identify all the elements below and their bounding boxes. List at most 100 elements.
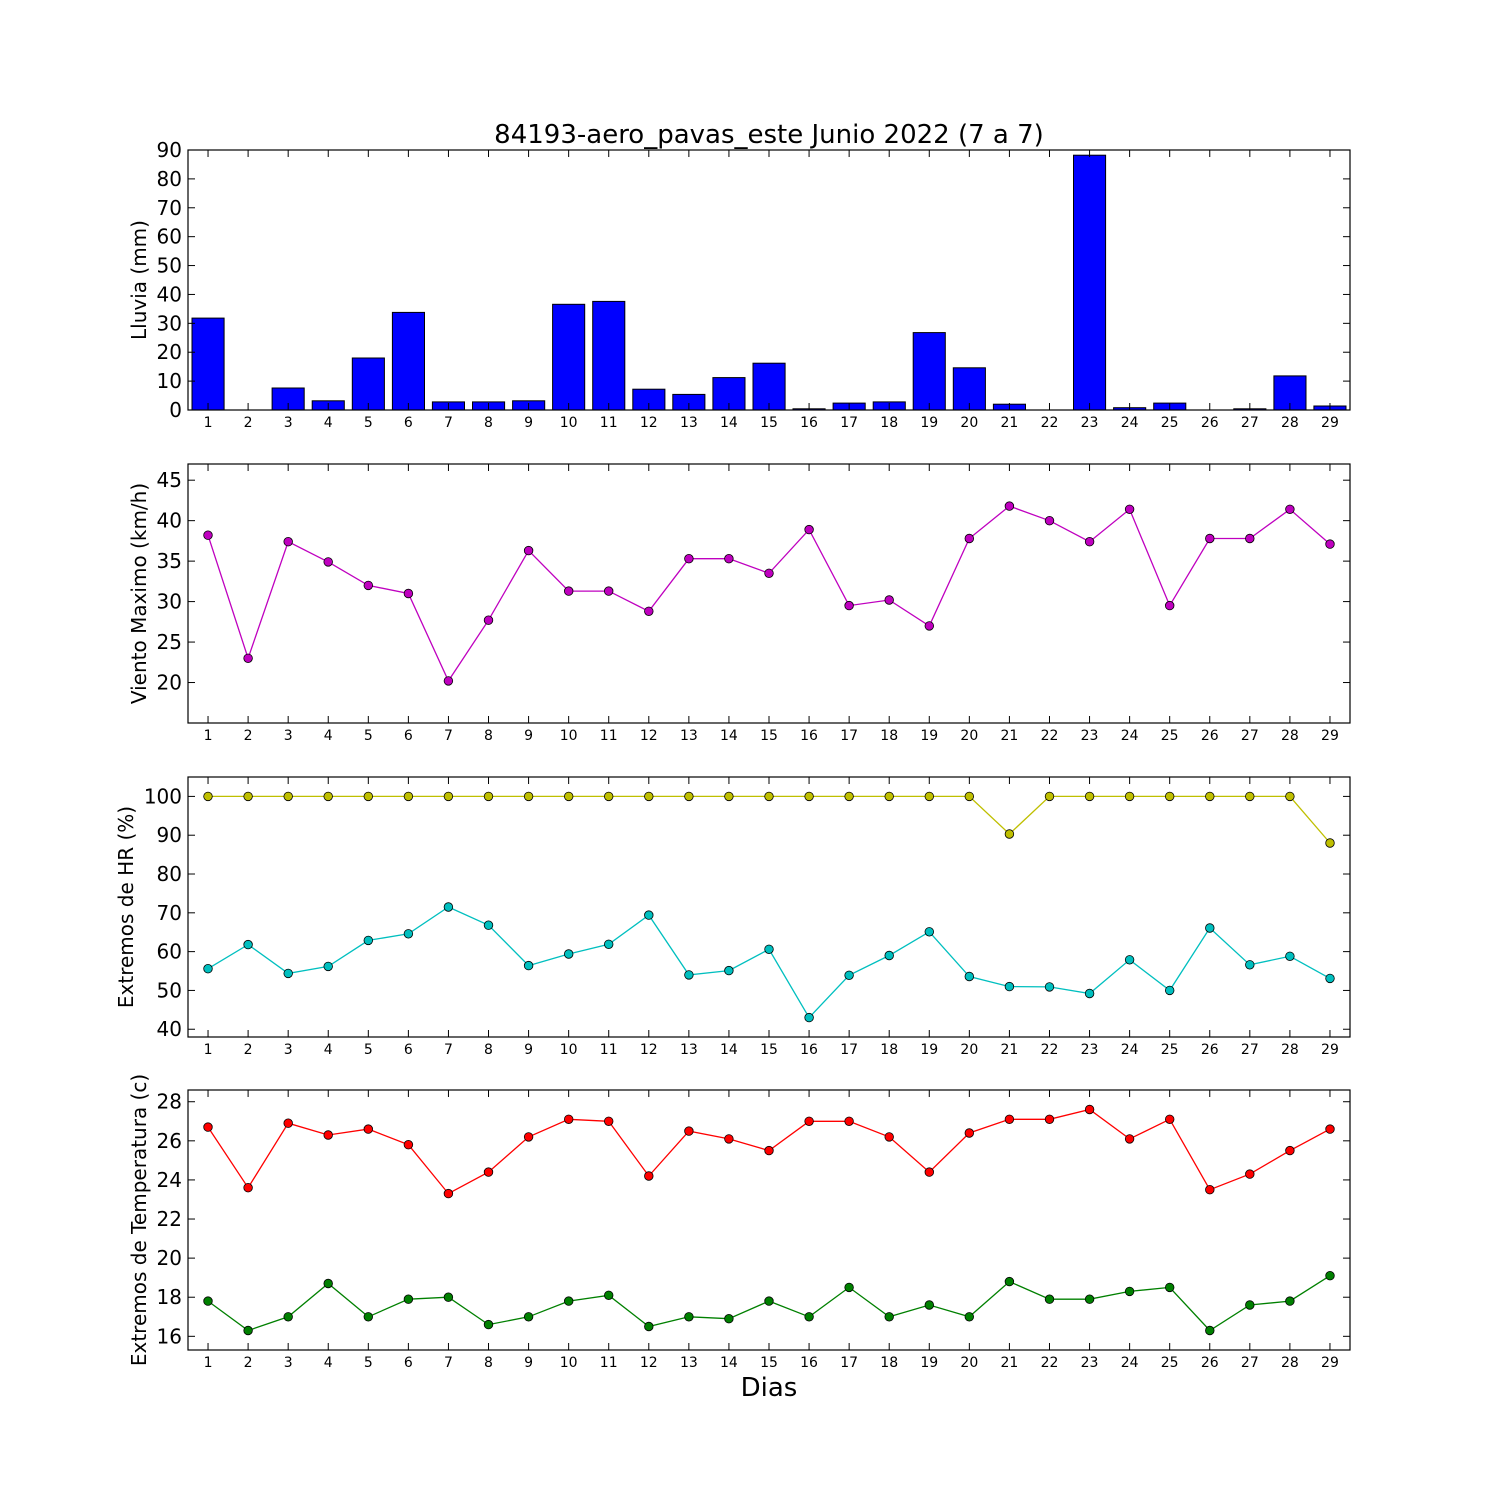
x-tick-label: 27 [1241,1355,1259,1371]
y-tick-label: 80 [157,167,182,191]
point-wind-day-23 [1084,537,1095,547]
point-temp_min-day-12 [644,1321,654,1332]
x-tick-label: 18 [880,415,898,431]
point-hr_min-day-8 [483,920,494,930]
y-tick-label: 20 [157,1246,182,1270]
point-temp_max-day-6 [403,1139,414,1150]
x-tick-label: 5 [364,728,373,744]
x-tick-label: 7 [444,1042,453,1058]
point-wind-day-27 [1245,533,1255,544]
point-wind-day-11 [604,586,614,596]
point-hr_min-day-14 [724,965,734,976]
x-tick-label: 3 [284,1042,293,1058]
x-tick-label: 14 [720,728,738,744]
x-tick-label: 11 [600,728,618,744]
point-hr_min-day-17 [844,970,854,981]
x-tick-label: 7 [444,1355,453,1371]
point-temp_min-day-16 [804,1312,814,1322]
x-tick-label: 29 [1321,1042,1339,1058]
point-hr_max-day-15 [764,791,774,802]
point-hr_max-day-10 [564,791,574,802]
point-temp_max-day-17 [844,1116,854,1127]
point-temp_min-day-20 [964,1312,975,1322]
point-temp_max-day-27 [1245,1169,1255,1179]
point-temp_min-day-18 [884,1312,894,1322]
y-tick-label: 45 [157,468,182,492]
point-temp_max-day-15 [764,1145,774,1156]
point-temp_max-day-2 [243,1182,253,1193]
x-tick-label: 8 [484,728,493,744]
point-temp_max-day-5 [363,1124,374,1134]
y-tick-label: 28 [157,1090,182,1114]
bar-day-1 [191,317,225,411]
point-hr_max-day-12 [644,791,654,802]
x-tick-label: 5 [364,1042,373,1058]
point-temp_min-day-19 [924,1300,935,1310]
x-tick-label: 21 [1000,1042,1018,1058]
point-hr_max-day-7 [443,791,454,802]
point-hr_min-day-21 [1004,981,1015,992]
bar-day-5 [351,357,385,411]
y-tick-label: 35 [157,549,182,573]
point-hr_min-day-20 [964,971,975,982]
x-tick-label: 4 [324,415,333,431]
point-hr_min-day-16 [804,1012,814,1023]
x-tick-label: 4 [324,728,333,744]
x-tick-label: 26 [1201,728,1219,744]
point-hr_max-day-5 [363,791,374,802]
y-tick-label: 40 [157,282,182,306]
x-tick-label: 14 [720,1042,738,1058]
x-tick-label: 8 [484,415,493,431]
axes-frame [187,463,1351,724]
x-tick-label: 25 [1161,1042,1179,1058]
point-hr_min-day-4 [323,961,333,972]
point-hr_min-day-1 [203,964,213,974]
point-hr_min-day-29 [1325,973,1335,984]
x-tick-label: 15 [760,728,778,744]
x-tick-label: 1 [204,728,213,744]
x-tick-label: 1 [204,415,213,431]
point-hr_max-day-28 [1285,791,1295,802]
bar-day-10 [552,303,586,411]
y-tick-label: 20 [157,671,182,695]
point-hr_max-day-24 [1124,791,1135,802]
y-tick-label: 40 [157,1017,182,1041]
x-tick-label: 26 [1201,1042,1219,1058]
point-temp_max-day-13 [684,1126,694,1136]
point-temp_max-day-11 [604,1116,614,1127]
point-hr_max-day-13 [684,791,694,802]
x-tick-label: 6 [404,728,413,744]
x-tick-label: 14 [720,1355,738,1371]
x-tick-label: 4 [324,1042,333,1058]
x-tick-label: 21 [1000,1355,1018,1371]
x-tick-label: 4 [324,1355,333,1371]
y-tick-label: 80 [157,862,182,886]
x-tick-label: 27 [1241,728,1259,744]
x-tick-label: 3 [284,728,293,744]
y-tick-label: 60 [157,225,182,249]
point-hr_min-day-11 [604,939,614,950]
point-hr_min-day-19 [924,927,935,937]
point-temp_max-day-7 [443,1188,454,1199]
y-tick-label: 100 [144,784,182,808]
point-hr_min-day-12 [644,910,654,920]
x-tick-label: 7 [444,415,453,431]
point-temp_min-day-17 [844,1282,854,1293]
point-wind-day-24 [1124,504,1135,515]
bar-day-11 [592,300,626,411]
point-temp_max-day-18 [884,1132,894,1142]
point-temp_max-day-23 [1084,1104,1095,1115]
bar-day-20 [952,367,986,411]
point-wind-day-25 [1164,600,1175,611]
point-temp_min-day-24 [1124,1286,1135,1297]
point-wind-day-6 [403,588,414,599]
x-tick-label: 9 [524,415,533,431]
x-tick-label: 28 [1281,415,1299,431]
point-temp_max-day-25 [1164,1114,1175,1125]
x-tick-label: 3 [284,415,293,431]
x-tick-label: 13 [680,1355,698,1371]
x-tick-label: 29 [1321,415,1339,431]
point-hr_min-day-9 [523,960,534,971]
x-tick-label: 20 [960,1355,978,1371]
